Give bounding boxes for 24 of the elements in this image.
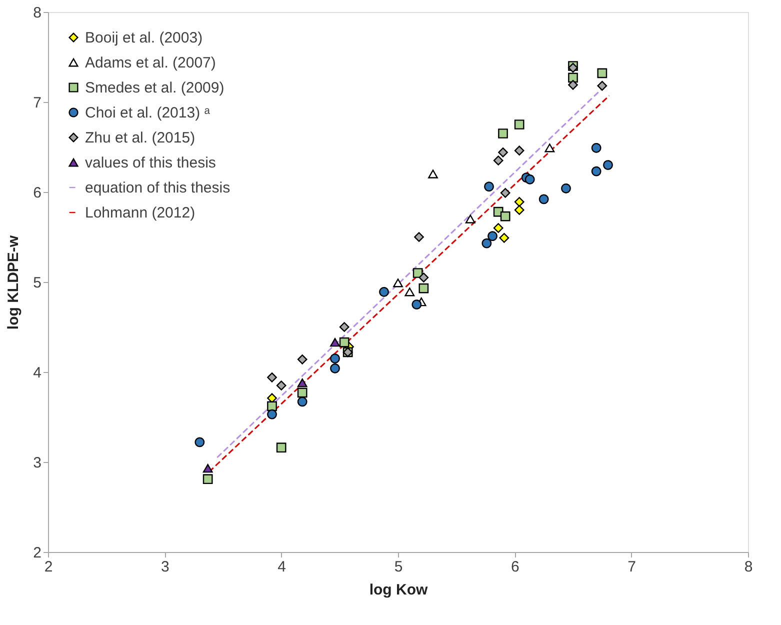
y-tick-label: 3 [33, 454, 42, 472]
legend-label: equation of this thesis [85, 180, 230, 196]
x-tick-label: 2 [44, 558, 53, 576]
legend-label: Smedes et al. (2009) [85, 80, 224, 96]
legend-label: Lohmann (2012) [85, 204, 196, 222]
y-tick-label: 2 [33, 544, 42, 562]
y-tick-label: 7 [33, 94, 42, 112]
legend-label: Choi et al. (2013) ᵃ [85, 104, 210, 122]
x-tick-label: 4 [278, 558, 286, 576]
y-tick-label: 5 [33, 274, 42, 292]
legend-label: values of this thesis [85, 154, 216, 172]
legend-label: Booij et al. (2003) [85, 30, 203, 46]
legend-label: Adams et al. (2007) [85, 54, 216, 72]
y-tick-label: 6 [33, 184, 42, 202]
y-tick-label: 8 [33, 4, 42, 22]
x-tick-label: 7 [628, 558, 636, 576]
x-tick-label: 5 [394, 558, 403, 576]
x-axis-title: log Kow [369, 582, 428, 598]
x-tick-label: 3 [160, 558, 170, 576]
x-tick-label: 6 [510, 558, 520, 576]
legend-label: Zhu et al. (2015) [85, 130, 196, 146]
y-axis-title: log KLDPE-w [5, 235, 22, 330]
x-tick-label: 8 [744, 558, 753, 576]
y-tick-label: 4 [33, 364, 42, 382]
